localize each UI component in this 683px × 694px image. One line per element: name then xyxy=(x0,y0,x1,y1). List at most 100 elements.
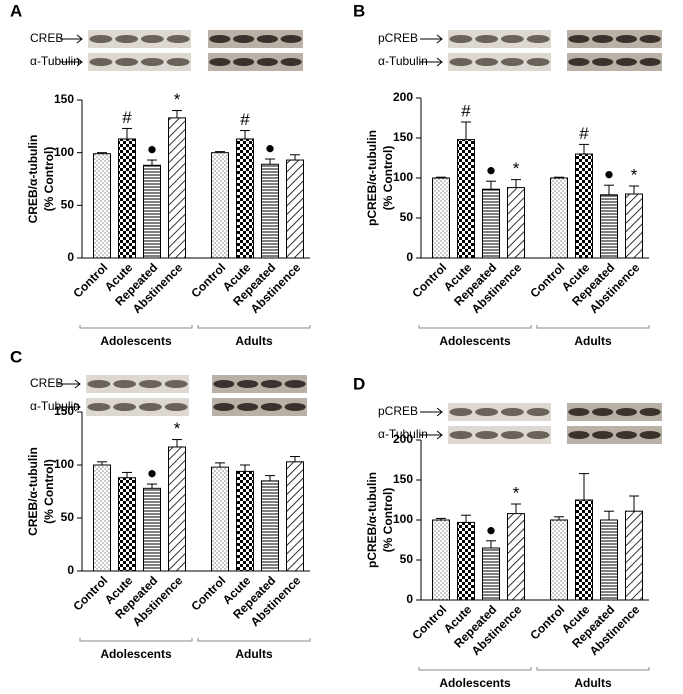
bar xyxy=(482,188,500,259)
blot-label: CREB xyxy=(30,31,63,45)
blot-label: pCREB xyxy=(378,404,418,418)
group-bracket xyxy=(536,667,650,671)
blot-band xyxy=(166,35,190,43)
y-tick-label: 0 xyxy=(406,250,413,264)
blot-strip xyxy=(86,398,189,416)
y-axis-label: (% Control) xyxy=(42,147,56,212)
blot-strip xyxy=(208,53,303,71)
blot-strip xyxy=(212,375,307,393)
blot-arrow xyxy=(58,402,81,412)
blot-band xyxy=(475,58,499,66)
bar xyxy=(211,152,229,259)
significance-marker: * xyxy=(631,165,638,184)
bar xyxy=(550,177,568,259)
blot-band xyxy=(592,35,614,43)
y-tick-label: 150 xyxy=(54,404,74,418)
blot-arrow xyxy=(60,57,83,67)
blot-band xyxy=(209,58,231,66)
blot-arrow xyxy=(420,430,443,440)
blot-band xyxy=(233,35,255,43)
bar xyxy=(236,138,254,259)
blot-arrow xyxy=(60,34,83,44)
blot-band xyxy=(115,58,139,66)
blot-band xyxy=(284,380,306,388)
blot-band xyxy=(568,35,590,43)
panel-label: C xyxy=(10,347,22,366)
group-bracket xyxy=(418,667,532,671)
y-tick-label: 50 xyxy=(61,198,75,212)
bar xyxy=(236,470,254,572)
blot-strip xyxy=(448,53,551,71)
bar xyxy=(507,513,525,601)
blot-band xyxy=(256,58,278,66)
group-bracket xyxy=(79,638,193,642)
blot-strip xyxy=(88,53,191,71)
blot-strip xyxy=(88,30,191,48)
y-axis-label: pCREB/α-tubulin xyxy=(365,472,379,568)
blot-band xyxy=(500,408,524,416)
group-label: Adolescents xyxy=(439,676,511,690)
group-label: Adults xyxy=(574,676,612,690)
y-tick-label: 150 xyxy=(54,92,74,106)
blot-band xyxy=(87,403,111,411)
blot-band xyxy=(260,403,282,411)
blot-strip xyxy=(86,375,189,393)
blot-band xyxy=(138,380,162,388)
blot-arrow xyxy=(420,407,443,417)
blot-band xyxy=(449,58,473,66)
group-label: Adolescents xyxy=(100,334,172,348)
blot-label: pCREB xyxy=(378,31,418,45)
bar xyxy=(118,477,136,572)
group-bracket xyxy=(418,325,532,329)
group-label: Adults xyxy=(574,334,612,348)
blot-band xyxy=(639,408,661,416)
blot-band xyxy=(140,58,164,66)
panel-label: A xyxy=(10,1,22,20)
blot-band xyxy=(639,35,661,43)
blot-strip xyxy=(567,426,662,444)
blot-label: CREB xyxy=(30,376,63,390)
blot-band xyxy=(237,380,259,388)
significance-marker: ● xyxy=(147,140,157,159)
y-tick-label: 200 xyxy=(393,90,413,104)
bar xyxy=(457,521,475,601)
significance-marker: ● xyxy=(604,165,614,184)
y-axis-label: CREB/α-tubulin xyxy=(26,135,40,224)
blot-band xyxy=(164,403,188,411)
blot-band xyxy=(475,431,499,439)
group-bracket xyxy=(79,325,193,329)
y-tick-label: 0 xyxy=(67,563,74,577)
bar xyxy=(507,187,525,259)
y-axis-label: pCREB/α-tubulin xyxy=(365,130,379,226)
blot-band xyxy=(615,35,637,43)
bar xyxy=(118,138,136,259)
blot-arrow xyxy=(58,379,81,389)
y-tick-label: 0 xyxy=(406,592,413,606)
blot-label: α-Tubulin xyxy=(30,399,80,413)
y-tick-label: 100 xyxy=(54,457,74,471)
bar xyxy=(482,547,500,601)
blot-strip xyxy=(448,426,551,444)
blot-band xyxy=(280,58,302,66)
blot-band xyxy=(115,35,139,43)
blot-band xyxy=(526,35,550,43)
blot-band xyxy=(526,431,550,439)
blot-band xyxy=(592,431,614,439)
blot-band xyxy=(166,58,190,66)
significance-marker: * xyxy=(513,483,520,502)
significance-marker: ● xyxy=(486,161,496,180)
blot-strip xyxy=(448,30,551,48)
blot-band xyxy=(213,380,235,388)
y-tick-label: 200 xyxy=(393,432,413,446)
significance-marker: ● xyxy=(147,464,157,483)
y-tick-label: 100 xyxy=(54,145,74,159)
blot-band xyxy=(284,403,306,411)
blot-band xyxy=(260,380,282,388)
y-tick-label: 100 xyxy=(393,512,413,526)
blot-band xyxy=(615,58,637,66)
bar xyxy=(286,461,304,572)
blot-band xyxy=(213,403,235,411)
y-tick-label: 50 xyxy=(400,210,414,224)
y-tick-label: 50 xyxy=(400,552,414,566)
